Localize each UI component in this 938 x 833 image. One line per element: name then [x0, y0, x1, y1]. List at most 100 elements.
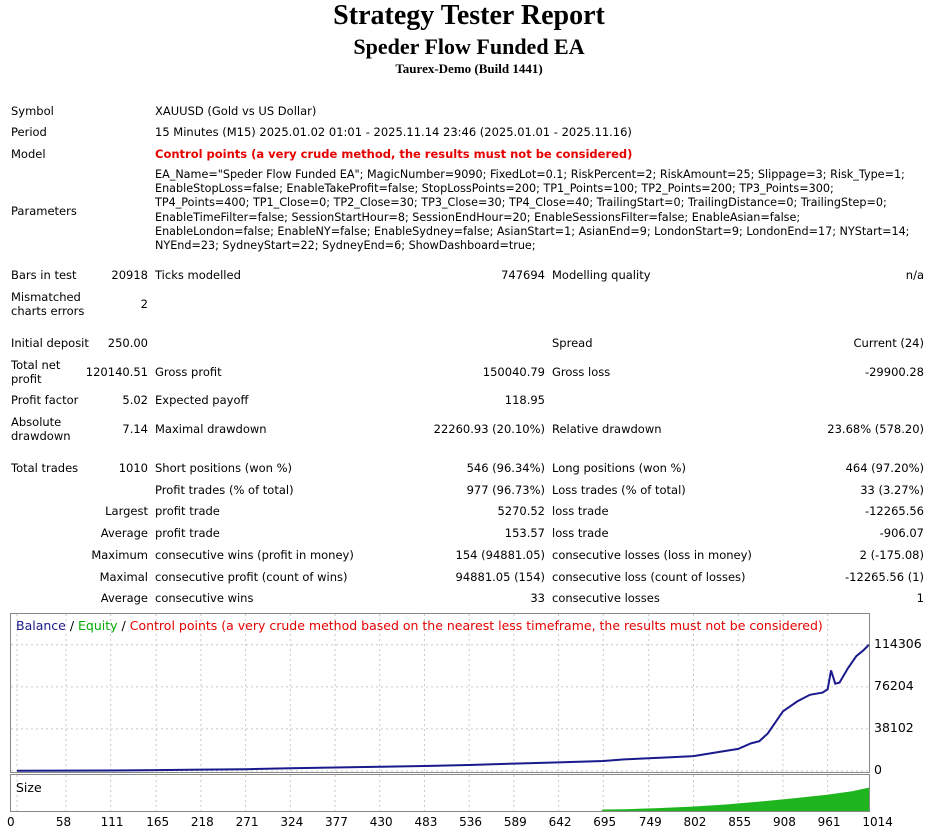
mx-cp-label: consecutive profit (count of wins) [155, 570, 348, 584]
avg-pt-value: 153.57 [504, 526, 545, 540]
net-label-2: profit [11, 372, 42, 386]
pf-label: Profit factor [11, 393, 79, 407]
pt-value: 977 (96.73%) [466, 483, 545, 497]
y-tick-label: 38102 [874, 719, 914, 735]
x-tick-label: 377 [325, 815, 348, 829]
mismatch-label-2: charts errors [11, 304, 85, 318]
size-chart-svg [16, 775, 873, 811]
pf-value: 5.02 [122, 393, 148, 407]
x-tick-label: 749 [638, 815, 662, 829]
deposit-label: Initial deposit [11, 336, 89, 350]
avg-cl-label: consecutive losses [552, 591, 660, 605]
x-tick-label: 695 [593, 815, 617, 829]
average-label: Average [100, 526, 148, 540]
symbol-value: XAUUSD (Gold vs US Dollar) [155, 104, 317, 118]
maximal-label: Maximal [99, 570, 148, 584]
mismatch-value: 2 [140, 297, 148, 311]
avg-lt-value: -906.07 [879, 526, 924, 540]
mx-cl-value: -12265.56 (1) [845, 570, 924, 584]
trades-label: Total trades [11, 461, 79, 475]
x-axis-labels: 0 58 111 165 218 271 324 377 430 483 536 589 642 695 7… [0, 813, 938, 833]
x-tick-label: 642 [548, 815, 572, 829]
max-cw-value: 154 (94881.05) [455, 548, 545, 562]
short-label: Short positions (won %) [155, 461, 293, 475]
avg-lt-label: loss trade [552, 526, 609, 540]
gross-profit-label: Gross profit [155, 365, 222, 379]
net-label-1: Total net [11, 358, 61, 372]
mismatch-label-1: Mismatched [11, 290, 81, 304]
y-tick-label: 114306 [874, 635, 922, 651]
balance-chart: Balance / Equity / Control points (a ver… [10, 613, 873, 773]
legend-sep-2: / [117, 618, 130, 633]
ticks-value: 747694 [501, 268, 545, 282]
x-tick-label: 589 [503, 815, 527, 829]
x-tick-label: 536 [459, 815, 483, 829]
max-dd-label: Maximal drawdown [155, 422, 267, 436]
x-tick-label: 0 [7, 815, 15, 829]
largest-pt-label: profit trade [155, 504, 220, 518]
parameters-value: EA_Name="Speder Flow Funded EA"; MagicNu… [155, 168, 910, 253]
quality-value: n/a [905, 268, 924, 282]
avg-cw-label: consecutive wins [155, 591, 254, 605]
x-tick-label: 324 [280, 815, 304, 829]
period-label: Period [11, 125, 47, 139]
model-value: Control points (a very crude method, the… [155, 147, 633, 161]
x-tick-label: 430 [369, 815, 393, 829]
spread-label: Spread [552, 336, 593, 350]
legend-equity: Equity [78, 618, 118, 633]
mx-cl-label: consecutive loss (count of losses) [552, 570, 746, 584]
largest-pt-value: 5270.52 [497, 504, 545, 518]
long-label: Long positions (won %) [552, 461, 686, 475]
lt-value: 33 (3.27%) [860, 483, 924, 497]
short-value: 546 (96.34%) [466, 461, 545, 475]
x-tick-label: 58 [55, 815, 72, 829]
size-label: Size [16, 780, 42, 795]
mx-cp-value: 94881.05 (154) [455, 570, 545, 584]
server-name: Taurex-Demo (Build 1441) [395, 61, 543, 76]
x-tick-label: 218 [190, 815, 214, 829]
bars-value: 20918 [111, 268, 148, 282]
ep-label: Expected payoff [155, 393, 249, 407]
period-value: 15 Minutes (M15) 2025.01.02 01:01 - 2025… [155, 125, 632, 139]
largest-lt-label: loss trade [552, 504, 609, 518]
y-tick-label: 76204 [874, 677, 914, 693]
average2-label: Average [100, 591, 148, 605]
x-tick-label: 111 [100, 815, 124, 829]
largest-lt-value: -12265.56 [864, 504, 924, 518]
abs-dd-value: 7.14 [122, 422, 148, 436]
ticks-label: Ticks modelled [155, 268, 241, 282]
report-title: Strategy Tester Report [333, 0, 605, 31]
avg-pt-label: profit trade [155, 526, 220, 540]
gross-loss-value: -29900.28 [864, 365, 924, 379]
legend-balance: Balance [16, 618, 66, 633]
net-value: 120140.51 [85, 365, 148, 379]
legend-note: Control points (a very crude method base… [129, 618, 823, 633]
parameters-label: Parameters [11, 204, 77, 218]
lt-label: Loss trades (% of total) [552, 483, 686, 497]
y-tick-label: 0 [874, 762, 882, 777]
maximum-label: Maximum [91, 548, 148, 562]
x-tick-label: 802 [683, 815, 707, 829]
size-chart: Size [10, 774, 873, 812]
quality-label: Modelling quality [552, 268, 651, 282]
abs-dd-label-1: Absolute [11, 415, 62, 429]
x-tick-label: 271 [235, 815, 259, 829]
x-tick-label: 165 [146, 815, 170, 829]
x-tick-label: 855 [728, 815, 752, 829]
rel-dd-value: 23.68% (578.20) [827, 422, 924, 436]
avg-cl-value: 1 [916, 591, 924, 605]
ep-value: 118.95 [504, 393, 545, 407]
largest-label: Largest [105, 504, 148, 518]
max-cw-label: consecutive wins (profit in money) [155, 548, 354, 562]
x-tick-label: 908 [772, 815, 796, 829]
deposit-value: 250.00 [107, 336, 148, 350]
size-area [17, 787, 869, 811]
long-value: 464 (97.20%) [845, 461, 924, 475]
x-tick-label: 1014 [862, 815, 893, 829]
gross-profit-value: 150040.79 [482, 365, 545, 379]
avg-cw-value: 33 [530, 591, 545, 605]
balance-line [16, 644, 870, 772]
ea-name: Speder Flow Funded EA [353, 34, 585, 59]
chart-legend: Balance / Equity / Control points (a ver… [16, 618, 823, 633]
trades-value: 1010 [118, 461, 148, 475]
